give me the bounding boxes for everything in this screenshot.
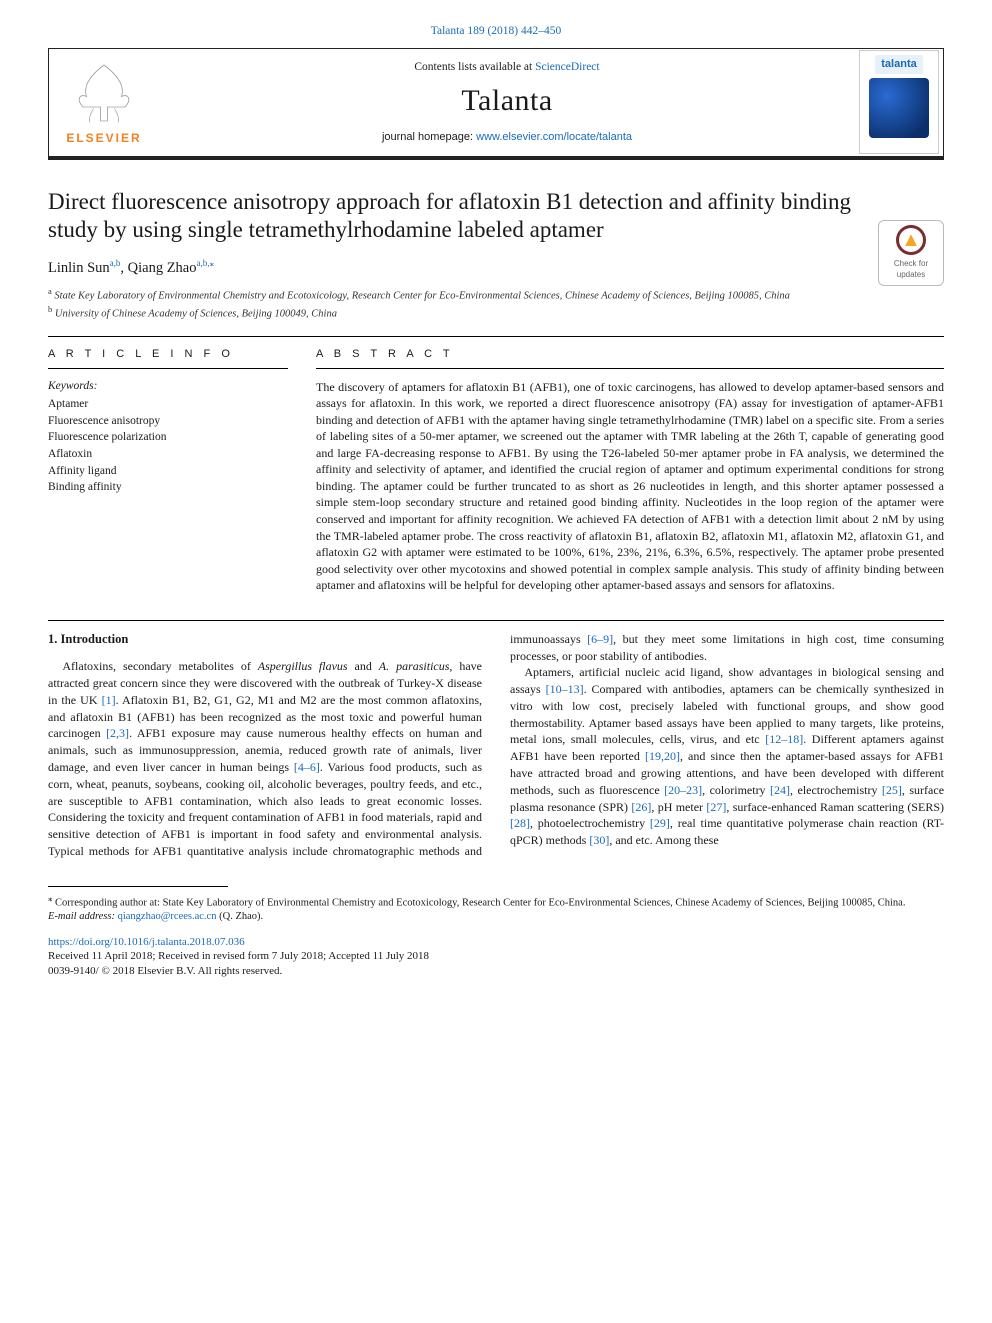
author-2-affil[interactable]: a,b,	[197, 258, 210, 268]
email-label: E-mail address:	[48, 911, 115, 922]
homepage-line: journal homepage: www.elsevier.com/locat…	[382, 130, 632, 145]
t: Aflatoxins, secondary metabolites of	[62, 659, 257, 673]
ref-4-6[interactable]: [4–6]	[294, 760, 320, 774]
ref-24[interactable]: [24]	[770, 783, 790, 797]
elsevier-tree-icon	[69, 58, 139, 128]
contents-line: Contents lists available at ScienceDirec…	[414, 60, 599, 76]
ref-10-13[interactable]: [10–13]	[546, 682, 584, 696]
t: , surface-enhanced Raman scattering (SER…	[726, 800, 944, 814]
badge-line2: updates	[897, 270, 925, 281]
citation-line: Talanta 189 (2018) 442–450	[48, 24, 944, 40]
email-who: (Q. Zhao).	[219, 911, 263, 922]
doi-line: https://doi.org/10.1016/j.talanta.2018.0…	[48, 935, 944, 950]
sciencedirect-link[interactable]: ScienceDirect	[535, 61, 600, 73]
t: , pH meter	[651, 800, 706, 814]
ref-28[interactable]: [28]	[510, 816, 530, 830]
keywords-list: Aptamer Fluorescence anisotropy Fluoresc…	[48, 396, 288, 496]
keyword: Aflatoxin	[48, 446, 288, 463]
t: , photoelectrochemistry	[530, 816, 650, 830]
ref-1[interactable]: [1]	[102, 693, 116, 707]
intro-heading: 1. Introduction	[48, 631, 482, 649]
intro-para-2: Aptamers, artificial nucleic acid ligand…	[510, 664, 944, 849]
cover-art-icon	[869, 78, 929, 138]
cover-label: talanta	[875, 55, 922, 74]
section-rule-2	[48, 620, 944, 621]
meta-abstract-grid: A R T I C L E I N F O Keywords: Aptamer …	[48, 347, 944, 594]
keyword: Binding affinity	[48, 479, 288, 496]
article-info-heading: A R T I C L E I N F O	[48, 347, 288, 362]
badge-line1: Check for	[894, 259, 928, 270]
keyword: Fluorescence polarization	[48, 429, 288, 446]
author-1: Linlin Sun	[48, 260, 110, 276]
footnote-rule	[48, 886, 228, 887]
corr-text: Corresponding author at: State Key Labor…	[55, 897, 905, 908]
corresponding-mark[interactable]: ⁎	[210, 258, 215, 268]
article-info-column: A R T I C L E I N F O Keywords: Aptamer …	[48, 347, 288, 594]
elsevier-wordmark: ELSEVIER	[66, 130, 141, 146]
ref-29[interactable]: [29]	[650, 816, 670, 830]
affil-a-text: State Key Laboratory of Environmental Ch…	[54, 291, 790, 302]
t: , electrochemistry	[790, 783, 882, 797]
email-line: E-mail address: qiangzhao@rcees.ac.cn (Q…	[48, 910, 944, 924]
abstract-heading: A B S T R A C T	[316, 347, 944, 362]
crossmark-icon	[896, 225, 926, 255]
ref-27[interactable]: [27]	[706, 800, 726, 814]
affiliation-a: a State Key Laboratory of Environmental …	[48, 286, 944, 304]
affil-b-text: University of Chinese Academy of Science…	[55, 309, 337, 320]
citation-link[interactable]: Talanta 189 (2018) 442–450	[431, 25, 561, 37]
doi-link[interactable]: https://doi.org/10.1016/j.talanta.2018.0…	[48, 936, 245, 948]
author-line: Linlin Suna,b, Qiang Zhaoa,b,⁎	[48, 257, 944, 278]
section-rule	[48, 336, 944, 337]
corr-mark-icon: ⁎	[48, 893, 52, 903]
ref-26[interactable]: [26]	[631, 800, 651, 814]
keyword: Aptamer	[48, 396, 288, 413]
species-1: Aspergillus flavus	[258, 659, 348, 673]
email-link[interactable]: qiangzhao@rcees.ac.cn	[118, 911, 217, 922]
ref-12-18[interactable]: [12–18]	[765, 732, 803, 746]
corresponding-note: ⁎ Corresponding author at: State Key Lab…	[48, 893, 944, 911]
body-columns: 1. Introduction Aflatoxins, secondary me…	[48, 631, 944, 860]
abstract-text: The discovery of aptamers for aflatoxin …	[316, 379, 944, 594]
footnotes: ⁎ Corresponding author at: State Key Lab…	[48, 893, 944, 925]
species-2: A. parasiticus	[379, 659, 450, 673]
keyword: Affinity ligand	[48, 463, 288, 480]
elsevier-logo: ELSEVIER	[49, 46, 159, 158]
homepage-prefix: journal homepage:	[382, 131, 476, 143]
contents-prefix: Contents lists available at	[414, 61, 535, 73]
affiliation-b: b University of Chinese Academy of Scien…	[48, 304, 944, 322]
t: , and etc. Among these	[609, 833, 718, 847]
ref-25[interactable]: [25]	[882, 783, 902, 797]
header-center: Contents lists available at ScienceDirec…	[159, 60, 855, 145]
homepage-link[interactable]: www.elsevier.com/locate/talanta	[476, 131, 632, 143]
ref-20-23[interactable]: [20–23]	[664, 783, 702, 797]
ref-19-20[interactable]: [19,20]	[645, 749, 680, 763]
keywords-heading: Keywords:	[48, 379, 288, 395]
ref-2-3[interactable]: [2,3]	[106, 726, 129, 740]
t: , colorimetry	[702, 783, 770, 797]
ref-30[interactable]: [30]	[589, 833, 609, 847]
received-line: Received 11 April 2018; Received in revi…	[48, 949, 944, 964]
author-2: , Qiang Zhao	[120, 260, 196, 276]
ref-6-9[interactable]: [6–9]	[587, 632, 613, 646]
copyright-line: 0039-9140/ © 2018 Elsevier B.V. All righ…	[48, 964, 944, 979]
keyword: Fluorescence anisotropy	[48, 413, 288, 430]
article-info-rule	[48, 368, 288, 369]
abstract-rule	[316, 368, 944, 369]
t: and	[348, 659, 379, 673]
journal-name: Talanta	[461, 81, 552, 122]
author-1-affil[interactable]: a,b	[110, 258, 121, 268]
journal-header: ELSEVIER Contents lists available at Sci…	[48, 48, 944, 160]
abstract-column: A B S T R A C T The discovery of aptamer…	[316, 347, 944, 594]
article-title: Direct fluorescence anisotropy approach …	[48, 188, 944, 246]
journal-cover: talanta	[859, 50, 939, 154]
check-updates-badge[interactable]: Check for updates	[878, 220, 944, 286]
